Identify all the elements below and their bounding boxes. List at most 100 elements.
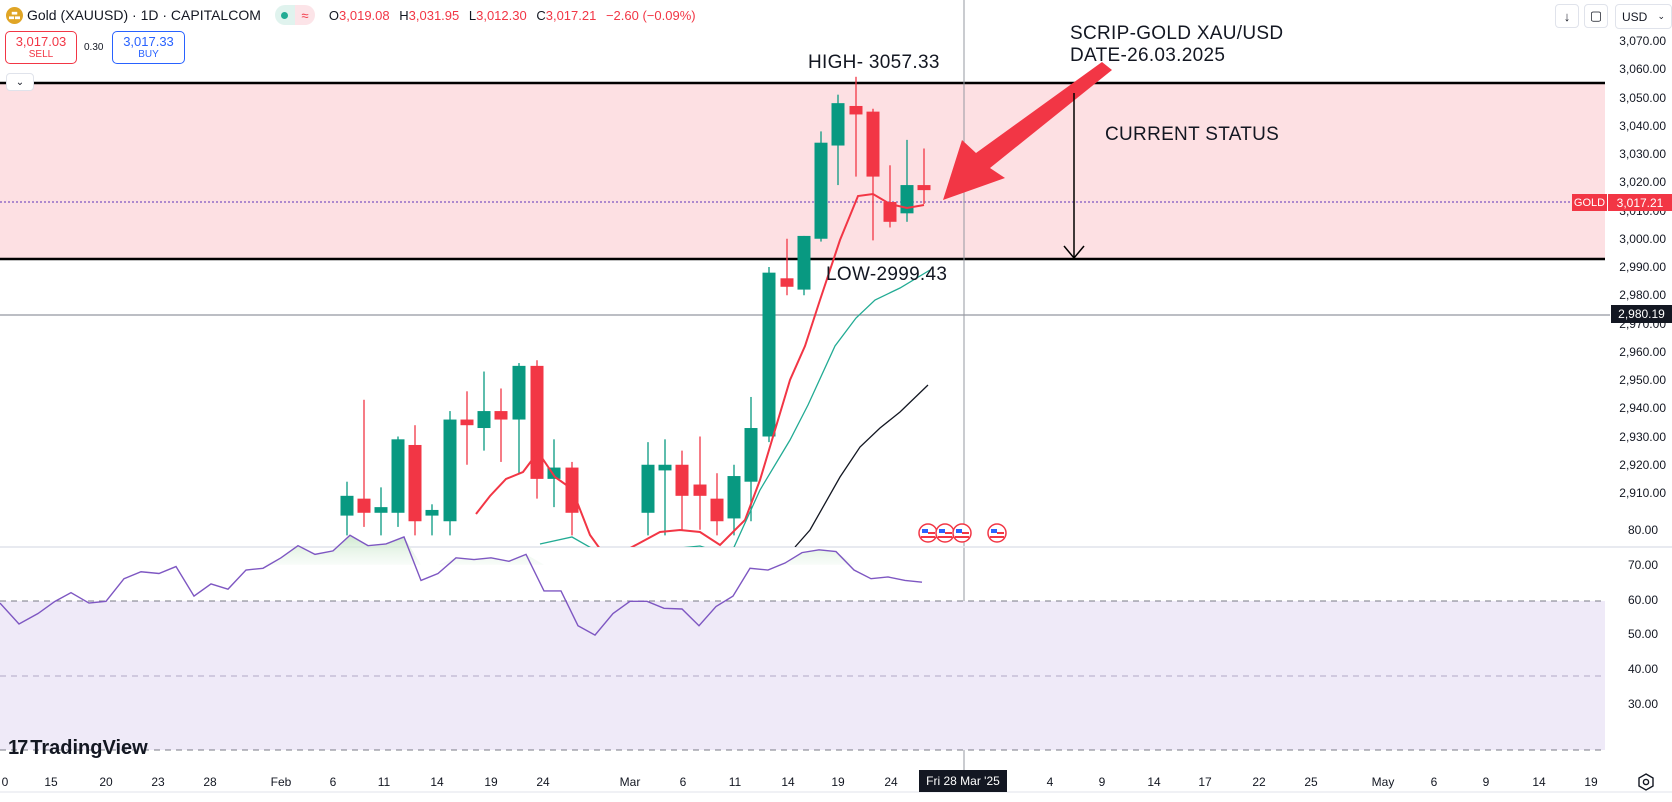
current-status-annotation[interactable]: CURRENT STATUS <box>1105 124 1280 145</box>
tradingview-logo[interactable]: 17 TradingView <box>8 737 148 760</box>
time-axis-tick: 11 <box>728 775 742 789</box>
ema-fast-line <box>475 192 925 547</box>
candle[interactable] <box>477 371 491 451</box>
us-flag-event-icon[interactable] <box>918 523 938 543</box>
time-axis-tick: 11 <box>377 775 391 789</box>
buy-button[interactable]: 3,017.33 BUY <box>112 31 185 64</box>
candle[interactable] <box>814 131 828 242</box>
close-value: 3,017.21 <box>545 7 597 23</box>
scrip-annotation[interactable]: SCRIP-GOLD XAU/USD DATE-26.03.2025 <box>1070 23 1283 67</box>
candle[interactable] <box>797 235 811 296</box>
candle[interactable] <box>727 464 741 536</box>
time-axis-tick: 25 <box>1304 775 1318 789</box>
symbol-price-tag: GOLD <box>1572 194 1607 211</box>
scroll-to-latest-button[interactable]: ↓ <box>1555 4 1579 28</box>
economic-events-flags[interactable] <box>918 523 1007 543</box>
arrow-down-icon: ↓ <box>1563 8 1571 24</box>
close-label: C <box>536 7 546 23</box>
us-flag-event-icon[interactable] <box>935 523 955 543</box>
candle[interactable] <box>340 481 354 536</box>
price-axis-tick: 2,980.00 <box>1619 288 1666 303</box>
time-axis-tick: 6 <box>329 775 337 789</box>
time-axis-tick: 14 <box>430 775 444 789</box>
collapse-legend-button[interactable]: ⌄ <box>6 73 34 91</box>
candle[interactable] <box>831 94 845 186</box>
market-open-dot-icon <box>274 5 295 25</box>
time-axis-tick: 19 <box>831 775 845 789</box>
candle[interactable] <box>762 267 776 443</box>
candle[interactable] <box>883 165 897 228</box>
candle[interactable] <box>693 436 707 530</box>
rsi-overbought-fill <box>0 535 922 565</box>
candle[interactable] <box>866 108 880 241</box>
time-axis-tick: Feb <box>270 775 292 789</box>
open-value: 3,019.08 <box>339 7 390 23</box>
time-axis-tick: 14 <box>781 775 795 789</box>
time-axis-tick: 14 <box>1532 775 1546 789</box>
gold-bars-icon <box>6 6 23 24</box>
rsi-axis-tick: 30.00 <box>1627 697 1658 711</box>
candle[interactable] <box>710 473 724 536</box>
fullscreen-icon: ▢ <box>1589 8 1603 23</box>
low-value: 3,012.30 <box>476 7 527 23</box>
price-axis-tick: 2,950.00 <box>1619 373 1666 387</box>
candle[interactable] <box>460 391 474 465</box>
low-label: L <box>468 7 477 23</box>
candle[interactable] <box>408 425 422 536</box>
time-axis-tick: Mar <box>619 775 641 789</box>
candle[interactable] <box>391 436 405 527</box>
sell-price: 3,017.03 <box>15 33 67 49</box>
time-axis-tick: 6 <box>679 775 687 789</box>
rsi-axis-tick: 40.00 <box>1627 662 1658 677</box>
chart-settings-gear-icon[interactable] <box>1636 772 1656 792</box>
market-status-pill[interactable]: ≈ <box>274 5 315 25</box>
candle[interactable] <box>675 450 689 530</box>
time-axis-tick: 19 <box>484 775 498 789</box>
candle[interactable] <box>530 360 544 499</box>
us-flag-event-icon[interactable] <box>987 523 1007 543</box>
low-annotation[interactable]: LOW-2999.43 <box>826 264 948 285</box>
candle[interactable] <box>917 148 931 205</box>
candle[interactable] <box>641 442 655 536</box>
candle[interactable] <box>443 411 457 536</box>
buy-label: BUY <box>138 49 159 61</box>
open-label: O <box>328 7 340 23</box>
arrowhead-icon <box>1063 245 1085 260</box>
currency-value: USD <box>1622 9 1648 24</box>
time-axis-tick: 15 <box>44 775 58 789</box>
ema-slow-line <box>794 384 929 547</box>
candle[interactable] <box>658 439 672 536</box>
chevron-down-icon: ⌄ <box>1657 11 1665 21</box>
candle[interactable] <box>547 439 561 508</box>
us-flag-event-icon[interactable] <box>952 523 972 543</box>
price-axis-tick: 3,030.00 <box>1619 147 1666 161</box>
candle[interactable] <box>425 504 439 536</box>
candle[interactable] <box>744 396 758 522</box>
fullscreen-button[interactable]: ▢ <box>1584 4 1608 28</box>
time-axis-tick: 24 <box>536 775 550 789</box>
candle[interactable] <box>374 487 388 536</box>
candle[interactable] <box>357 399 371 527</box>
pointer-arrow-annotation[interactable] <box>943 62 1112 200</box>
candle[interactable] <box>849 76 863 177</box>
current-price-label: 3,017.21 <box>1608 194 1672 211</box>
candle[interactable] <box>494 388 508 462</box>
chevron-down-icon: ⌄ <box>15 76 25 88</box>
price-axis-tick: 3,040.00 <box>1619 118 1666 133</box>
candle[interactable] <box>512 363 526 474</box>
rsi-axis-tick: 80.00 <box>1627 523 1658 537</box>
currency-select[interactable]: USD ⌄ <box>1615 4 1672 29</box>
time-axis-tick: 23 <box>151 775 165 789</box>
candle[interactable] <box>780 238 794 296</box>
price-axis-tick: 3,020.00 <box>1619 175 1666 190</box>
sell-button[interactable]: 3,017.03 SELL <box>5 31 77 64</box>
time-axis-tick: 20 <box>99 775 113 789</box>
price-axis-tick: 3,070.00 <box>1619 34 1666 48</box>
time-axis-tick: 4 <box>1046 775 1054 789</box>
price-axis-tick: 3,000.00 <box>1619 231 1666 246</box>
high-annotation[interactable]: HIGH- 3057.33 <box>808 52 940 73</box>
symbol-title[interactable]: Gold (XAUUSD) · 1D · CAPITALCOM <box>27 7 261 23</box>
spread-value: 0.30 <box>84 42 104 53</box>
tradingview-mark-icon: 17 <box>8 737 28 759</box>
